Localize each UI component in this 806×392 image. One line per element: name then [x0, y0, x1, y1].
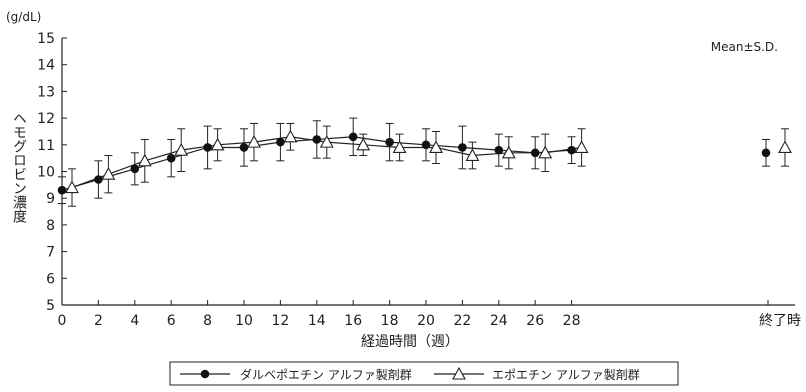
- x-tick-label: 6: [167, 313, 176, 329]
- annotation-mean-sd: Mean±S.D.: [711, 40, 778, 54]
- epoetin-point: [574, 140, 589, 154]
- x-tick-label: 18: [381, 313, 399, 329]
- x-tick-label: 0: [58, 313, 67, 329]
- epoetin-point: [174, 142, 189, 156]
- legend-marker-epoetin: [452, 366, 466, 380]
- epoetin-point: [465, 148, 480, 162]
- legend-box: [169, 361, 679, 386]
- x-tick-label: 26: [526, 313, 544, 329]
- x-tick-label: 12: [271, 313, 289, 329]
- x-axis-label: 経過時間（週）: [361, 334, 459, 350]
- y-ticks: 5 6 7 8 9 10 11 12 13 14 15: [37, 31, 67, 314]
- epoetin-point: [356, 137, 371, 151]
- darbepoetin-point: [166, 153, 176, 163]
- legend-marker-darbepoetin: [200, 369, 210, 379]
- y-tick-label: 11: [37, 138, 55, 154]
- legend-label-epoetin: エポエチン アルファ製剤群: [492, 367, 640, 382]
- epoetin-point: [283, 129, 298, 143]
- x-tick-label: 8: [203, 313, 212, 329]
- axes: [61, 38, 795, 306]
- epoetin-point: [210, 137, 225, 151]
- x-tick-label: 10: [235, 313, 253, 329]
- epoetin-point: [137, 153, 152, 167]
- epoetin-point: [392, 140, 407, 154]
- y-tick-label: 10: [37, 165, 55, 181]
- x-tick-label: 20: [417, 313, 435, 329]
- x-tick-label: 24: [490, 313, 508, 329]
- y-tick-label: 7: [46, 245, 55, 261]
- series-layer: [57, 117, 792, 207]
- y-tick-label: 5: [46, 298, 55, 314]
- darbepoetin-end-point: [761, 148, 771, 158]
- darbepoetin-point: [385, 137, 394, 147]
- epoetin-point: [65, 180, 79, 194]
- darbepoetin-point: [348, 132, 358, 142]
- epoetin-point: [538, 145, 553, 159]
- legend: ダルベポエチン アルファ製剤群 エポエチン アルファ製剤群: [169, 361, 679, 386]
- x-ticks: 0 2 4 6 8 10 12 14 16 18 20 22 24 26 28 終了時: [58, 300, 801, 329]
- darbepoetin-point: [276, 137, 285, 147]
- y-tick-label: 8: [46, 218, 55, 234]
- epoetin-point: [319, 134, 334, 148]
- x-tick-label: 終了時: [759, 313, 801, 329]
- epoetin-point: [501, 145, 516, 159]
- epoetin-end-point: [778, 140, 792, 154]
- y-axis-label: ヘモグロビン濃度: [11, 111, 27, 223]
- epoetin-point: [429, 140, 443, 154]
- darbepoetin-point: [312, 135, 322, 144]
- darbepoetin-point: [57, 185, 67, 195]
- darbepoetin-point: [530, 148, 540, 158]
- x-tick-label: 28: [563, 313, 581, 329]
- x-tick-label: 16: [344, 313, 362, 329]
- x-tick-label: 4: [130, 313, 139, 329]
- epoetin-point: [101, 167, 116, 180]
- legend-label-darbepoetin: ダルベポエチン アルファ製剤群: [240, 367, 412, 382]
- darbepoetin-point: [567, 145, 576, 155]
- darbepoetin-point: [203, 143, 212, 152]
- y-tick-label: 15: [37, 31, 55, 47]
- darbepoetin-point: [94, 175, 103, 184]
- darbepoetin-point: [458, 143, 467, 152]
- y-tick-label: 6: [46, 271, 55, 287]
- darbepoetin-point: [421, 140, 431, 150]
- epoetin-point: [247, 134, 261, 148]
- y-tick-label: 14: [37, 58, 55, 74]
- y-unit-label: (g/dL): [6, 10, 41, 24]
- y-tick-label: 12: [37, 111, 55, 127]
- y-tick-label: 9: [46, 191, 55, 207]
- x-tick-label: 2: [94, 313, 103, 329]
- darbepoetin-point: [494, 145, 504, 155]
- y-tick-label: 13: [37, 84, 55, 100]
- darbepoetin-point: [239, 143, 249, 152]
- darbepoetin-point: [130, 164, 140, 174]
- x-tick-label: 22: [453, 313, 471, 329]
- x-tick-label: 14: [308, 313, 326, 329]
